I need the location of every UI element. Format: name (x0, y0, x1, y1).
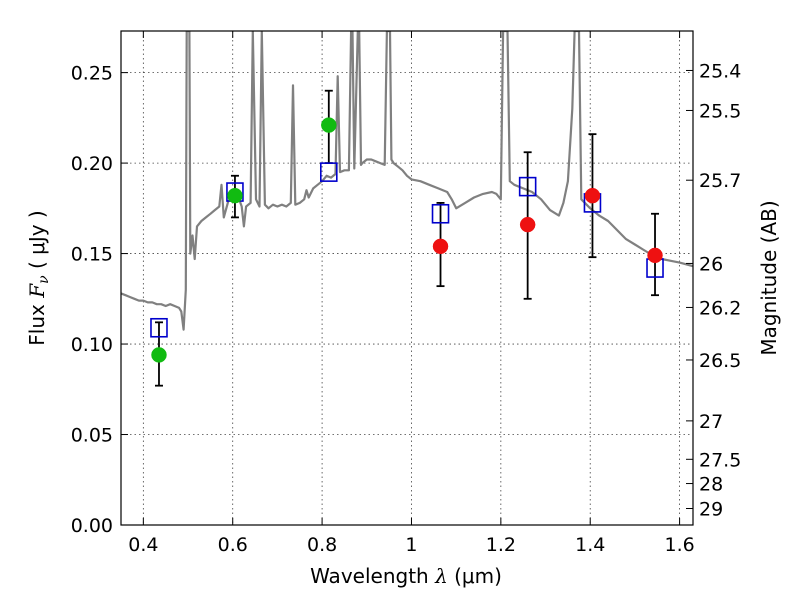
model-squares (150, 162, 664, 338)
y-axis-label: Flux Fν ( μJy ) (25, 210, 52, 345)
magnitude-axis-label: Magnitude (AB) (757, 200, 781, 355)
magnitude-tick-label: 27 (699, 411, 723, 433)
tick-labels: 0.4 0.6 0.8 1 1.2 1.4 1.6 0.00 0.05 0.10 0.15 0.20 0… (71, 60, 742, 556)
grid (121, 31, 693, 526)
x-tick-label: 1.2 (486, 534, 516, 556)
magnitude-tick-label: 26 (699, 253, 723, 275)
y-tick-label: 0.10 (71, 334, 113, 356)
observed-point (584, 187, 601, 204)
y-tick-label: 0.25 (71, 63, 113, 85)
x-tick-label: 1 (405, 534, 417, 556)
model-square (319, 162, 338, 182)
observed-point (432, 238, 449, 255)
y-tick-label: 0.15 (71, 244, 113, 266)
observed-point (227, 187, 243, 204)
magnitude-tick-label: 28 (699, 474, 723, 496)
observed-point (151, 347, 167, 363)
model-square (431, 203, 450, 224)
observed-point (647, 247, 663, 264)
observed-point (321, 117, 337, 133)
y-tick-label: 0.00 (71, 515, 113, 537)
x-tick-label: 1.6 (664, 534, 694, 556)
magnitude-tick-label: 29 (699, 498, 723, 520)
x-axis-label: Wavelength λ (μm) (310, 564, 502, 588)
model-square (518, 176, 537, 197)
magnitude-tick-label: 25.7 (699, 170, 741, 192)
error-bars (154, 89, 660, 387)
plot-area (121, 31, 693, 387)
observed-point (519, 216, 536, 233)
model-square (150, 317, 168, 338)
magnitude-tick-label: 27.5 (699, 449, 741, 471)
axis-ticks (121, 31, 693, 526)
observed-points (151, 117, 663, 363)
magnitude-tick-label: 26.5 (699, 350, 741, 372)
plot-frame (120, 30, 694, 526)
magnitude-tick-label: 25.5 (699, 100, 741, 122)
y-tick-label: 0.20 (71, 153, 113, 175)
spectrum-layer (121, 31, 693, 331)
magnitude-tick-label: 26.2 (699, 297, 741, 319)
x-tick-label: 0.4 (128, 534, 158, 556)
y-tick-label: 0.05 (71, 425, 113, 447)
spectrum-line (121, 31, 693, 331)
x-tick-label: 0.6 (218, 534, 248, 556)
x-tick-label: 0.8 (307, 534, 337, 556)
x-tick-label: 1.4 (575, 534, 605, 556)
magnitude-tick-label: 25.4 (699, 60, 741, 82)
